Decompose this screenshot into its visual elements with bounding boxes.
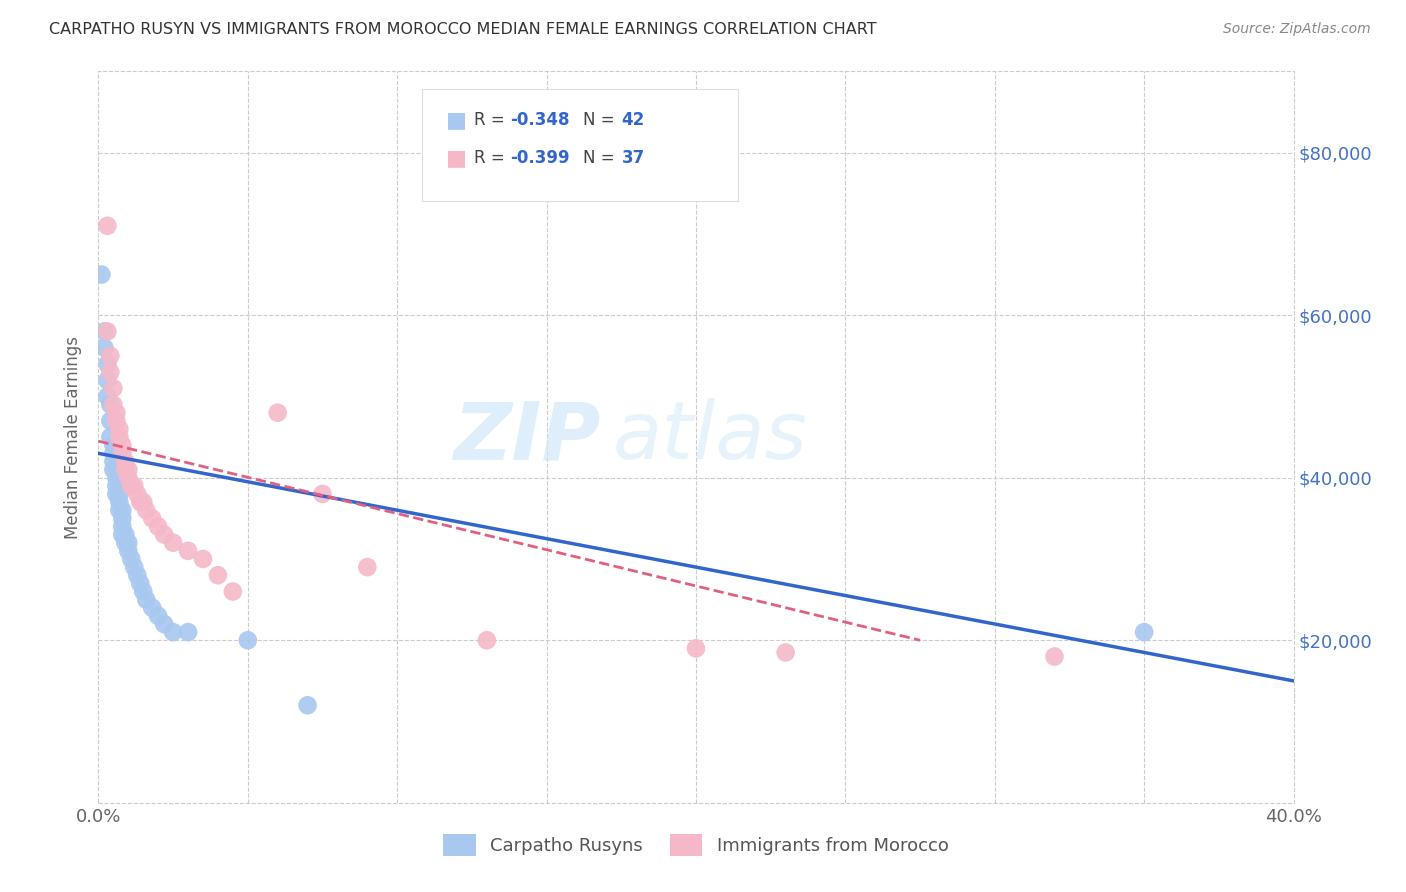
Point xyxy=(132,584,155,599)
Point xyxy=(111,511,134,525)
Point xyxy=(148,519,170,533)
Point xyxy=(98,398,122,412)
Point xyxy=(108,487,131,501)
Point xyxy=(132,495,155,509)
Point xyxy=(153,527,176,541)
Point xyxy=(117,462,139,476)
Point xyxy=(475,633,498,648)
Point xyxy=(98,414,122,428)
Point xyxy=(124,479,146,493)
Text: atlas: atlas xyxy=(613,398,807,476)
Text: ■: ■ xyxy=(446,148,467,168)
Point xyxy=(105,479,128,493)
Point xyxy=(222,584,245,599)
Point xyxy=(96,389,118,403)
Point xyxy=(127,487,149,501)
Point xyxy=(103,381,125,395)
Point xyxy=(96,357,118,371)
Text: CARPATHO RUSYN VS IMMIGRANTS FROM MOROCCO MEDIAN FEMALE EARNINGS CORRELATION CHA: CARPATHO RUSYN VS IMMIGRANTS FROM MOROCC… xyxy=(49,22,877,37)
Point xyxy=(356,560,378,574)
Text: 37: 37 xyxy=(621,149,645,167)
Point xyxy=(162,535,184,549)
Point xyxy=(103,398,125,412)
Point xyxy=(685,641,707,656)
Point xyxy=(105,462,128,476)
Point xyxy=(207,568,229,582)
Point xyxy=(120,552,142,566)
Point xyxy=(96,219,118,233)
Text: N =: N = xyxy=(583,112,620,129)
Point xyxy=(124,560,146,574)
Point xyxy=(108,422,131,436)
Point xyxy=(135,592,157,607)
Text: R =: R = xyxy=(474,149,510,167)
Point xyxy=(311,487,333,501)
Point xyxy=(98,430,122,444)
Text: ZIP: ZIP xyxy=(453,398,600,476)
Point xyxy=(148,608,170,623)
Point xyxy=(129,495,152,509)
Point xyxy=(775,645,797,659)
Point xyxy=(103,446,125,460)
Point xyxy=(111,438,134,452)
Point xyxy=(1133,625,1156,640)
Point xyxy=(111,519,134,533)
Point xyxy=(93,325,115,339)
Point xyxy=(177,625,200,640)
Point xyxy=(127,568,149,582)
Text: 42: 42 xyxy=(621,112,645,129)
Point xyxy=(111,527,134,541)
Point xyxy=(297,698,319,713)
Point xyxy=(108,503,131,517)
Text: R =: R = xyxy=(474,112,510,129)
Point xyxy=(141,600,163,615)
Text: ■: ■ xyxy=(446,111,467,130)
Text: Source: ZipAtlas.com: Source: ZipAtlas.com xyxy=(1223,22,1371,37)
Legend: Carpatho Rusyns, Immigrants from Morocco: Carpatho Rusyns, Immigrants from Morocco xyxy=(436,827,956,863)
Point xyxy=(135,503,157,517)
Point xyxy=(191,552,214,566)
Point xyxy=(129,576,152,591)
Point xyxy=(90,268,112,282)
Point xyxy=(103,462,125,476)
Point xyxy=(177,544,200,558)
Point xyxy=(96,325,118,339)
Point xyxy=(103,454,125,468)
Point xyxy=(93,341,115,355)
Point xyxy=(117,544,139,558)
Point xyxy=(267,406,290,420)
Point xyxy=(111,446,134,460)
Point xyxy=(98,365,122,379)
Point xyxy=(111,503,134,517)
Point xyxy=(98,349,122,363)
Point xyxy=(114,527,136,541)
Point xyxy=(153,617,176,632)
Point xyxy=(105,487,128,501)
Text: N =: N = xyxy=(583,149,620,167)
Text: -0.348: -0.348 xyxy=(510,112,569,129)
Point xyxy=(117,471,139,485)
Point xyxy=(114,535,136,549)
Point xyxy=(120,479,142,493)
Point xyxy=(236,633,259,648)
Point xyxy=(103,438,125,452)
Y-axis label: Median Female Earnings: Median Female Earnings xyxy=(65,335,83,539)
Point xyxy=(105,471,128,485)
Text: -0.399: -0.399 xyxy=(510,149,569,167)
Point xyxy=(105,406,128,420)
Point xyxy=(105,414,128,428)
Point xyxy=(96,373,118,387)
Point xyxy=(162,625,184,640)
Point xyxy=(108,430,131,444)
Point xyxy=(141,511,163,525)
Point xyxy=(114,454,136,468)
Point xyxy=(117,535,139,549)
Point xyxy=(114,462,136,476)
Point xyxy=(1043,649,1066,664)
Point xyxy=(108,495,131,509)
